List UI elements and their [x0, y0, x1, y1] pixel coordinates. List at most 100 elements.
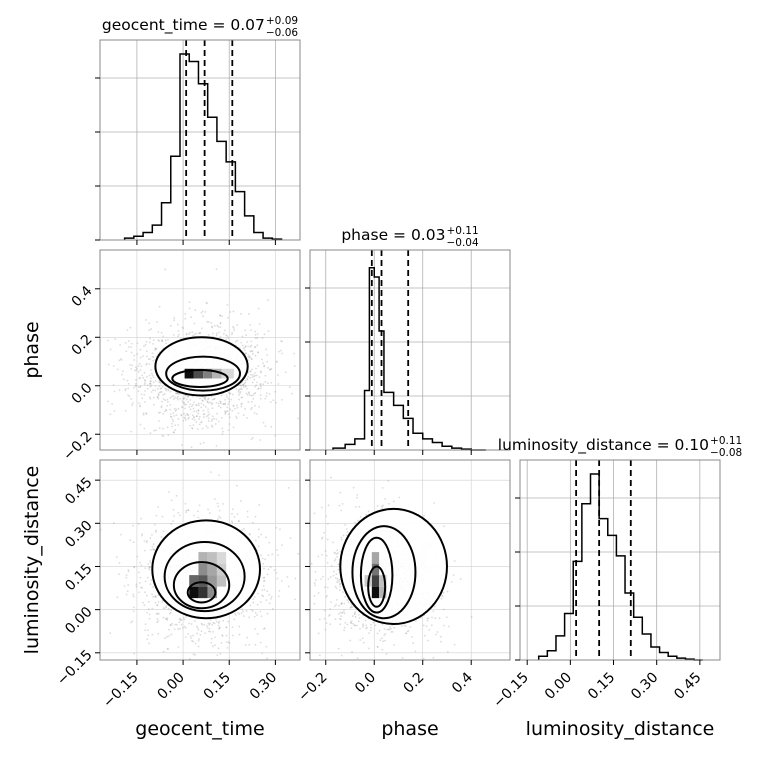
sample-point — [263, 333, 266, 336]
sample-point — [152, 381, 155, 384]
sample-point — [249, 370, 251, 373]
sample-point — [376, 645, 379, 648]
sample-point — [149, 380, 152, 382]
sample-point — [130, 368, 133, 370]
sample-point — [240, 405, 243, 408]
sample-point — [211, 418, 214, 421]
sample-point — [248, 643, 251, 646]
sample-point — [268, 602, 271, 605]
sample-point — [228, 400, 231, 403]
sample-point — [317, 555, 320, 558]
sample-point — [146, 540, 148, 542]
panel-frame — [519, 459, 721, 661]
sample-point — [263, 567, 265, 570]
sample-point — [251, 381, 254, 384]
sample-point — [161, 338, 163, 341]
sample-point — [313, 353, 315, 355]
sample-point — [273, 569, 276, 572]
sample-point — [263, 364, 266, 367]
sample-point — [242, 615, 245, 617]
y-tick-label: −0.2 — [60, 429, 95, 464]
sample-point — [219, 406, 222, 409]
sample-point — [143, 393, 146, 396]
sample-point — [129, 539, 132, 542]
sample-point — [358, 617, 361, 619]
sample-point — [219, 400, 222, 403]
sample-point — [232, 405, 235, 408]
sample-point — [354, 506, 357, 508]
sample-point — [258, 323, 261, 325]
y-tick-label: 0.4 — [69, 283, 96, 310]
sample-point — [250, 400, 253, 403]
sample-point — [277, 595, 280, 598]
sample-point — [333, 551, 336, 554]
sample-point — [253, 670, 255, 672]
sample-point — [272, 399, 275, 402]
sample-point — [266, 657, 268, 660]
sample-point — [147, 358, 150, 360]
sample-point — [130, 621, 132, 624]
sample-point — [226, 406, 229, 409]
sample-point — [227, 429, 230, 432]
sample-point — [148, 568, 151, 571]
sample-point — [112, 522, 115, 524]
sample-point — [200, 402, 203, 405]
sample-point — [254, 392, 257, 394]
sample-point — [236, 404, 238, 407]
sample-point — [337, 552, 340, 555]
sample-point — [135, 367, 138, 370]
density-cell — [203, 368, 213, 379]
sample-point — [446, 590, 449, 593]
sample-point — [201, 427, 204, 430]
sample-point — [303, 595, 305, 597]
histogram-geocent_time — [123, 53, 283, 240]
sample-point — [345, 528, 348, 530]
sample-point — [265, 395, 268, 398]
sample-point — [154, 349, 156, 351]
sample-point — [181, 668, 183, 670]
sample-point — [226, 396, 228, 399]
sample-point — [260, 533, 263, 536]
sample-point — [246, 378, 249, 381]
sample-point — [183, 625, 186, 628]
sample-point — [186, 413, 189, 416]
sample-point — [122, 378, 125, 381]
sample-point — [132, 610, 135, 613]
sample-point — [244, 381, 247, 384]
sample-point — [113, 410, 116, 412]
sample-point — [190, 446, 193, 449]
sample-point — [185, 403, 187, 406]
sample-point — [156, 613, 159, 615]
sample-point — [191, 426, 193, 429]
sample-point — [248, 532, 251, 535]
sample-point — [165, 604, 168, 607]
sample-point — [209, 619, 212, 621]
sample-point — [206, 427, 209, 429]
sample-point — [180, 414, 183, 417]
sample-point — [276, 374, 279, 377]
sample-point — [291, 392, 293, 395]
sample-point — [338, 504, 341, 507]
sample-point — [325, 515, 328, 518]
sample-point — [134, 369, 137, 372]
sample-point — [209, 630, 212, 633]
joint-panel-geocent_time-luminosity_distance — [100, 471, 300, 672]
sample-point — [266, 354, 268, 356]
sample-point — [139, 561, 141, 564]
sample-point — [167, 434, 170, 436]
sample-point — [222, 503, 224, 505]
sample-point — [193, 416, 195, 419]
sample-point — [159, 411, 161, 414]
sample-point — [215, 401, 218, 404]
sample-point — [262, 362, 264, 365]
sample-point — [152, 403, 155, 406]
sample-point — [207, 417, 210, 420]
sample-point — [185, 333, 188, 336]
sample-point — [239, 392, 241, 395]
sample-point — [148, 566, 151, 568]
sample-point — [116, 596, 119, 599]
sample-point — [249, 533, 251, 536]
sample-point — [235, 340, 237, 343]
sample-point — [216, 412, 219, 415]
sample-point — [162, 607, 165, 610]
